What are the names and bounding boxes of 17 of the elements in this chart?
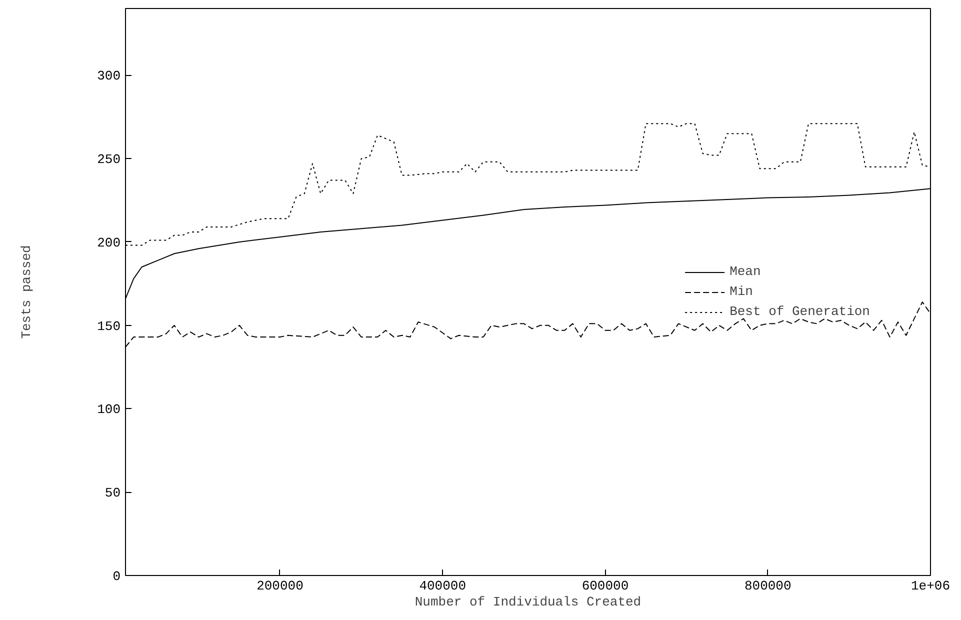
x-tick-label: 1e+06 [910,578,950,594]
y-tick-label: 0 [112,569,121,584]
y-tick-label: 150 [97,318,120,334]
y-tick-label: 50 [104,486,121,501]
x-tick-label: 200000 [256,578,304,594]
legend-label: Min [730,284,753,299]
x-tick-label: 800000 [744,578,792,594]
y-axis-title: Tests passed [19,245,34,339]
x-axis-title: Number of Individuals Created [414,594,642,610]
y-tick-label: 200 [97,235,120,250]
legend-label: Best of Generation [730,304,870,319]
y-tick-label: 250 [97,152,120,168]
y-tick-label: 100 [97,402,120,418]
legend-label: Mean [730,264,761,279]
x-tick-label: 600000 [582,578,629,594]
y-tick-label: 300 [97,68,120,84]
x-tick-label: 400000 [419,578,466,594]
